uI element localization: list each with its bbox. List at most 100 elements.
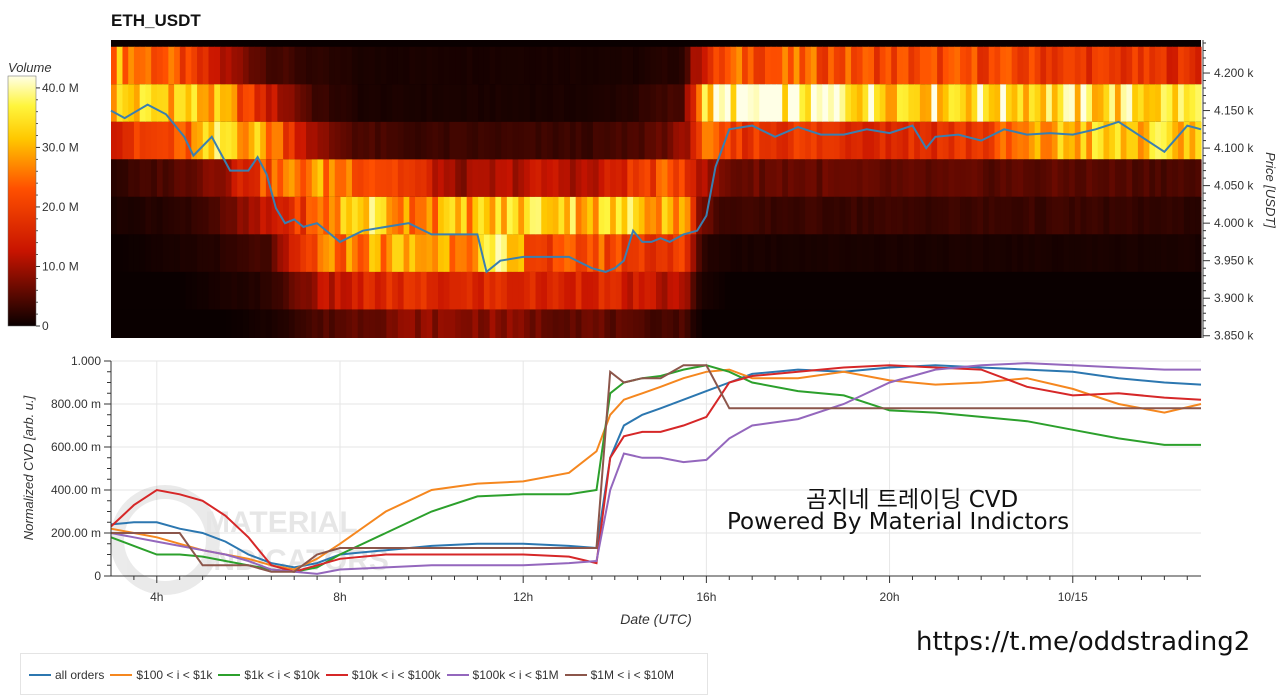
- heatmap-cell: [650, 121, 657, 160]
- heatmap-cell: [879, 84, 887, 122]
- heatmap-cell: [581, 196, 588, 235]
- heatmap-cell: [1120, 159, 1128, 197]
- heatmap-cell: [1080, 121, 1087, 160]
- heatmap-cell: [438, 84, 445, 122]
- heatmap-cell: [856, 234, 864, 272]
- heatmap-cell: [747, 309, 755, 338]
- heatmap-cell: [409, 271, 416, 310]
- heatmap-cell: [581, 271, 588, 310]
- heatmap-cell: [133, 309, 141, 338]
- heatmap-cell: [988, 309, 996, 338]
- heatmap-cell: [380, 309, 387, 338]
- heatmap-cell: [776, 46, 783, 85]
- heatmap-cell: [1137, 271, 1145, 310]
- heatmap-cell: [988, 159, 996, 197]
- heatmap-cell: [1183, 46, 1191, 85]
- legend-entry[interactable]: $100k < i < $1M: [446, 668, 559, 682]
- heatmap-cell: [1000, 46, 1007, 85]
- chart-legend: all orders $100 < i < $1k $1k < i < $10k $1…: [20, 653, 708, 695]
- heatmap-cell: [420, 271, 428, 310]
- heatmap-cell: [610, 159, 617, 197]
- heatmap-cell: [799, 84, 806, 122]
- heatmap-cell: [879, 46, 887, 85]
- heatmap-cell: [346, 234, 353, 272]
- heatmap-cell: [179, 196, 187, 235]
- heatmap-cell: [288, 309, 296, 338]
- heatmap-cell: [971, 196, 978, 235]
- heatmap-cell: [271, 309, 278, 338]
- heatmap-cell: [162, 46, 169, 85]
- heatmap-cell: [633, 234, 640, 272]
- heatmap-cell: [587, 271, 594, 310]
- heatmap-cell: [1189, 121, 1196, 160]
- cvd-grid: [111, 360, 1201, 577]
- heatmap-cell: [478, 271, 485, 310]
- telegram-url[interactable]: https://t.me/oddstrading2: [916, 627, 1251, 657]
- heatmap-cell: [128, 196, 135, 235]
- legend-entry[interactable]: $10k < i < $100k: [325, 668, 441, 682]
- heatmap-cell: [621, 234, 628, 272]
- heatmap-cell: [174, 271, 181, 310]
- heatmap-cell: [1166, 121, 1173, 160]
- heatmap-cell: [564, 159, 571, 197]
- heatmap-cell: [483, 121, 491, 160]
- heatmap-cells: [111, 46, 1202, 338]
- heatmap-cell: [868, 121, 875, 160]
- heatmap-cell: [1183, 234, 1191, 272]
- heatmap-cell: [271, 234, 278, 272]
- heatmap-cell: [1005, 46, 1013, 85]
- heatmap-cell: [208, 234, 215, 272]
- heatmap-cell: [604, 196, 611, 235]
- heatmap-cell: [214, 46, 221, 85]
- heatmap-cell: [615, 196, 623, 235]
- heatmap-cell: [495, 309, 502, 338]
- heatmap-cell: [1109, 84, 1116, 122]
- heatmap-cell: [822, 159, 829, 197]
- heatmap-cell: [610, 121, 617, 160]
- cvd-x-tick-label: 12h: [513, 590, 533, 604]
- heatmap-cell: [231, 234, 238, 272]
- heatmap-cell: [1028, 309, 1036, 338]
- heatmap-cell: [369, 271, 376, 310]
- legend-entry[interactable]: $100 < i < $1k: [110, 668, 212, 682]
- heatmap-cell: [283, 121, 290, 160]
- heatmap-cell: [868, 196, 875, 235]
- heatmap-cell: [575, 271, 583, 310]
- heatmap-cell: [805, 309, 812, 338]
- heatmap-cell: [902, 46, 910, 85]
- heatmap-cell: [185, 309, 192, 338]
- heatmap-cell: [896, 196, 904, 235]
- heatmap-cell: [673, 234, 680, 272]
- heatmap-cell: [1149, 234, 1156, 272]
- heatmap-cell: [288, 159, 296, 197]
- heatmap-cell: [357, 121, 365, 160]
- legend-entry[interactable]: all orders: [29, 668, 104, 682]
- heatmap-cell: [197, 196, 204, 235]
- heatmap-cell: [914, 84, 921, 122]
- heatmap-cell: [489, 234, 496, 272]
- heatmap-cell: [1114, 309, 1122, 338]
- heatmap-cell: [610, 309, 617, 338]
- heatmap-cell: [885, 159, 892, 197]
- heatmap-cell: [604, 159, 611, 197]
- heatmap-cell: [868, 309, 875, 338]
- heatmap-cell: [472, 121, 479, 160]
- heatmap-cell: [1137, 84, 1145, 122]
- legend-entry[interactable]: $1M < i < $10M: [564, 668, 674, 682]
- heatmap-cell: [701, 121, 709, 160]
- heatmap-cell: [346, 84, 353, 122]
- heatmap-cell: [179, 84, 187, 122]
- legend-entry[interactable]: $1k < i < $10k: [218, 668, 320, 682]
- heatmap-cell: [1086, 196, 1093, 235]
- heatmap-cell: [638, 121, 646, 160]
- heatmap-cell: [1178, 271, 1185, 310]
- heatmap-cell: [547, 84, 554, 122]
- heatmap-cell: [552, 309, 560, 338]
- legend-swatch: [325, 674, 348, 676]
- heatmap-cell: [862, 196, 869, 235]
- heatmap-cell: [633, 196, 640, 235]
- heatmap-cell: [397, 121, 405, 160]
- heatmap-cell: [478, 159, 485, 197]
- heatmap-cell: [770, 84, 778, 122]
- heatmap-cell: [432, 46, 439, 85]
